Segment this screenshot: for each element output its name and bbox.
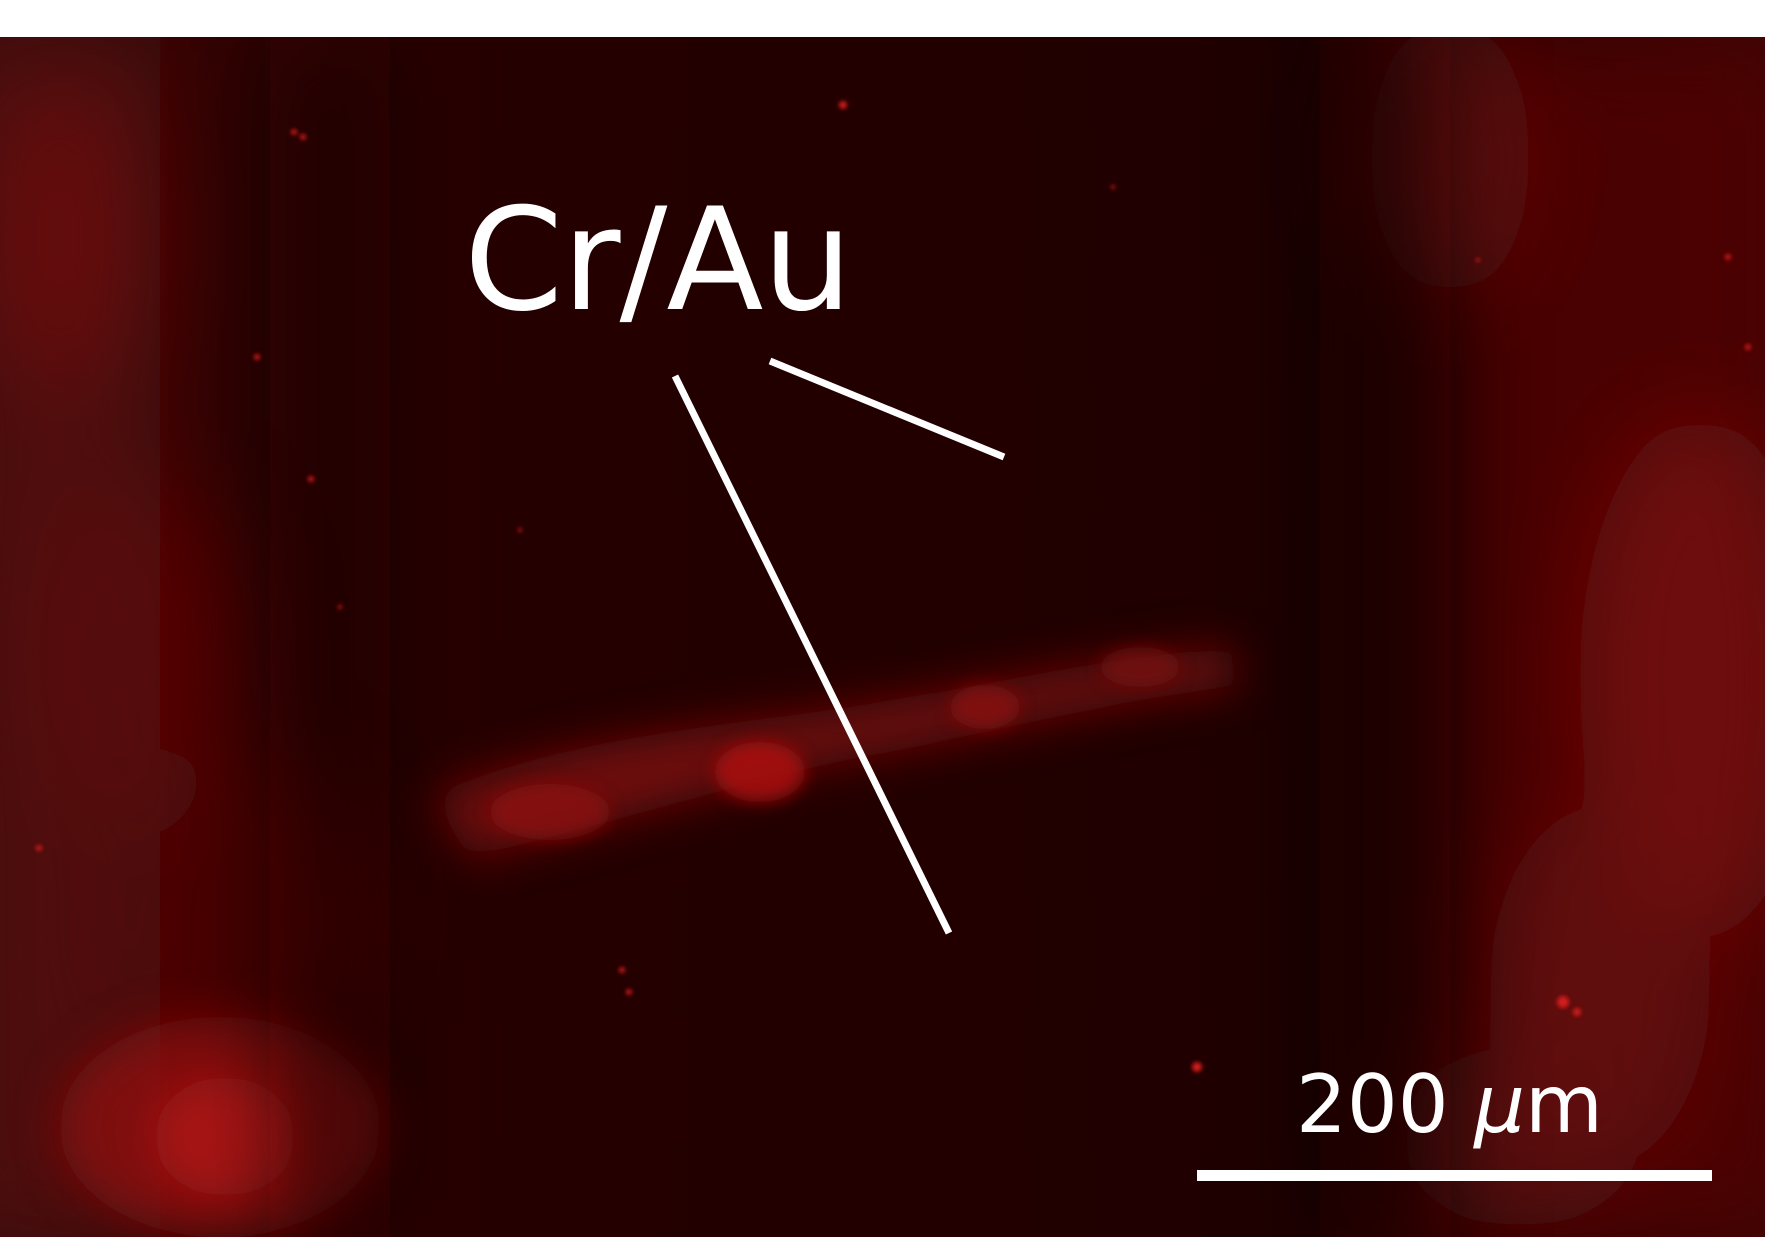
scale-unit-suffix: m xyxy=(1525,1058,1603,1151)
diagonal-fiber xyxy=(430,647,1240,857)
fluorescent-particles xyxy=(36,101,1751,1072)
fiber-bright-spots xyxy=(490,647,1180,840)
material-label: Cr/Au xyxy=(464,178,853,343)
dark-lanes xyxy=(270,37,1450,1237)
annotation-pointers xyxy=(671,357,1006,935)
scale-value: 200 xyxy=(1296,1058,1449,1151)
scale-bar-label: 200 μm xyxy=(1296,1065,1603,1145)
pointer-line-upper xyxy=(768,357,1006,461)
fluorescence-micrograph xyxy=(0,37,1765,1237)
pointer-line-lower xyxy=(671,374,953,935)
scale-bar xyxy=(1197,1170,1712,1181)
scale-unit-prefix: μ xyxy=(1474,1058,1526,1151)
micrograph-image xyxy=(0,37,1765,1237)
